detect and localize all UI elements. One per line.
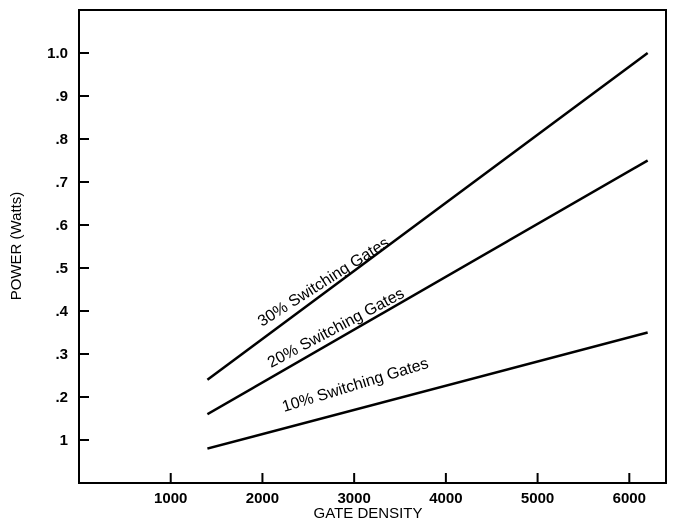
y-tick-label: .4 [55,303,68,320]
y-tick-label: .7 [55,174,68,191]
x-tick-label: 2000 [246,490,279,507]
y-tick-label: .5 [55,260,68,277]
plot-frame [78,9,667,484]
x-tick-label: 5000 [521,490,554,507]
x-tick-label: 1000 [154,490,187,507]
y-axis-ticks: 1 .2 .3 .4 .5 .6 .7 .8 .9 1.0 [47,45,89,449]
x-axis-ticks: 1000 2000 3000 4000 5000 6000 [154,473,646,507]
y-tick-label: .9 [55,88,68,105]
x-tick-label: 4000 [429,490,462,507]
x-tick-label: 6000 [613,490,646,507]
y-tick-label: .8 [55,131,68,148]
series-label-10: 10% Switching Gates [280,355,430,416]
series-lines [206,51,649,450]
series-line-3 [207,331,648,450]
y-tick-label: 1 [60,432,68,449]
y-tick-label: .6 [55,217,68,234]
x-tick-label: 3000 [337,490,370,507]
y-tick-label: .3 [55,346,68,363]
y-tick-label: 1.0 [47,45,68,62]
y-axis-title: POWER (Watts) [8,192,25,301]
y-tick-label: .2 [55,389,68,406]
series-line-1 [206,51,649,381]
x-axis-title: GATE DENSITY [314,505,423,522]
series-line-2 [206,159,649,416]
